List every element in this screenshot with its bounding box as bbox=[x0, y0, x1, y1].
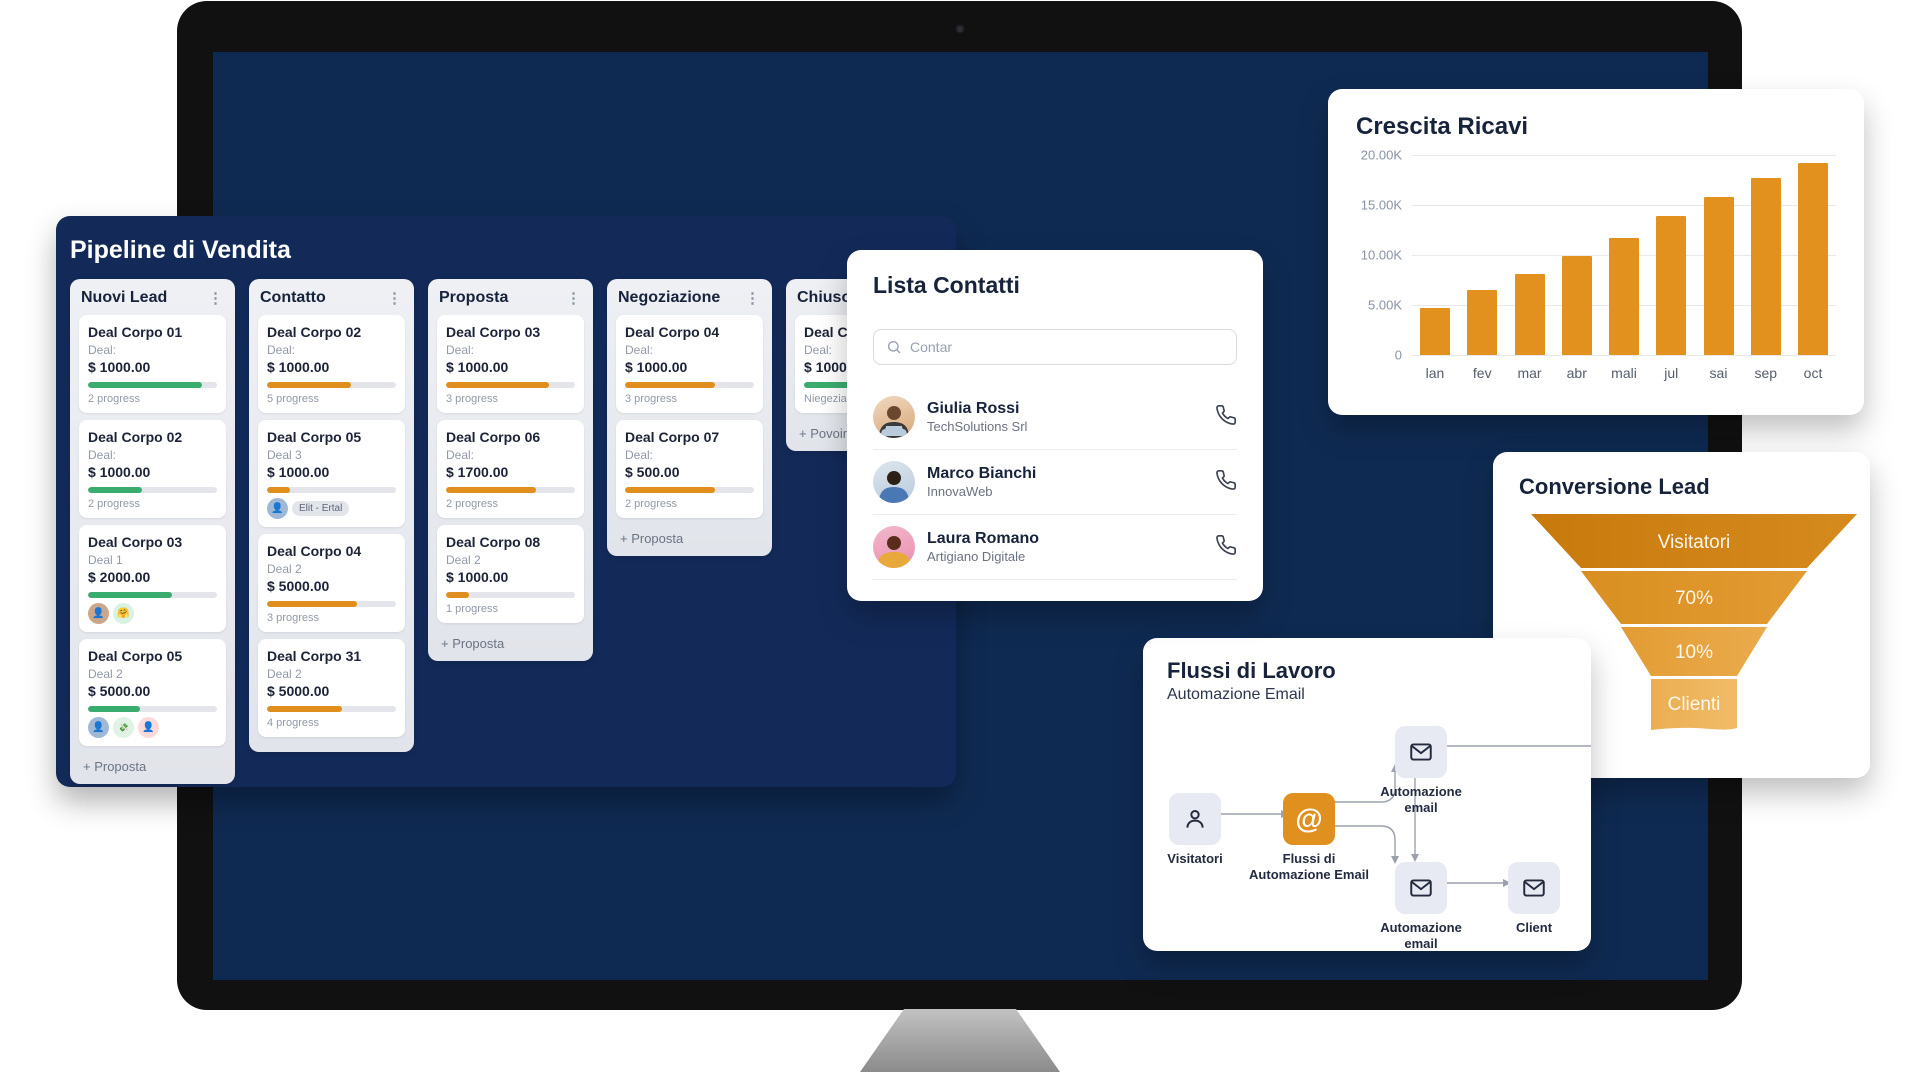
svg-text:70%: 70% bbox=[1675, 588, 1713, 609]
svg-text:10%: 10% bbox=[1675, 642, 1713, 663]
svg-text:Visitatori: Visitatori bbox=[1658, 532, 1731, 553]
svg-text:Clienti: Clienti bbox=[1668, 694, 1721, 715]
